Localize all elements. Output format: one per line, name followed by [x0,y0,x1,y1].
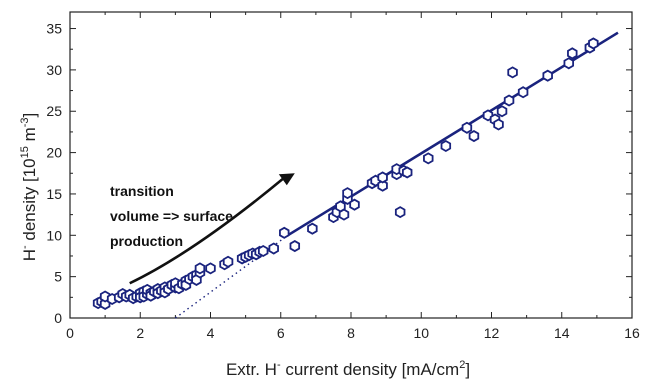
data-point [468,130,480,143]
plot-frame [69,11,633,319]
data-point [205,262,216,275]
y-tick-label: 35 [46,21,62,37]
data-point [507,66,518,79]
data-point [493,118,504,131]
x-tick-label: 12 [484,325,500,341]
data-point [503,94,515,107]
data-point [440,139,452,153]
annotation-arrowhead [278,173,295,186]
annotation-layer: transition volume => surface production [110,173,295,285]
x-tick-label: 10 [413,325,429,341]
data-point [394,206,406,219]
annotation-arrow [129,176,286,285]
axes-layer: 0 2 4 6 8 10 12 14 16 0 5 10 15 20 25 30 35 [46,11,640,341]
y-axis-title: H- density [1015 m-3] [19,113,39,262]
annotation-line-1: transition [110,183,174,199]
y-tick-label: 15 [46,186,62,202]
data-point [542,69,553,82]
annotation-line-2: volume => surface [110,208,233,224]
data-point [377,179,388,192]
y-tick-label: 20 [46,145,62,161]
data-point [423,152,434,165]
data-point [401,166,413,179]
x-tick-label: 6 [277,325,285,341]
data-point [289,240,301,253]
data-point [257,244,269,258]
data-point [349,198,360,211]
points-layer [92,37,599,310]
x-tick-label: 8 [347,325,355,341]
data-point [222,255,234,268]
data-point [194,262,206,275]
data-point [279,226,290,239]
y-tick-label: 10 [46,227,62,243]
data-point [268,242,279,255]
x-axis-title: Extr. H- current density [mA/cm2] [226,359,470,379]
data-point [461,121,473,134]
data-point [517,86,529,99]
annotation-line-3: production [110,233,183,249]
x-tick-label: 14 [554,325,570,341]
data-point [588,37,599,50]
y-tick-label: 30 [46,62,62,78]
x-tick-label: 4 [207,325,215,341]
data-point [377,171,388,184]
x-tick-label: 2 [136,325,144,341]
data-point [307,222,318,235]
data-point [338,208,350,221]
y-tick-label: 0 [54,310,62,326]
y-tick-label: 25 [46,103,62,119]
x-tick-label: 16 [624,325,640,341]
data-point [563,57,575,70]
data-point [496,105,508,118]
data-point [567,47,578,60]
y-tick-label: 5 [54,269,62,285]
data-point [342,187,353,200]
x-tick-label: 0 [66,325,74,341]
